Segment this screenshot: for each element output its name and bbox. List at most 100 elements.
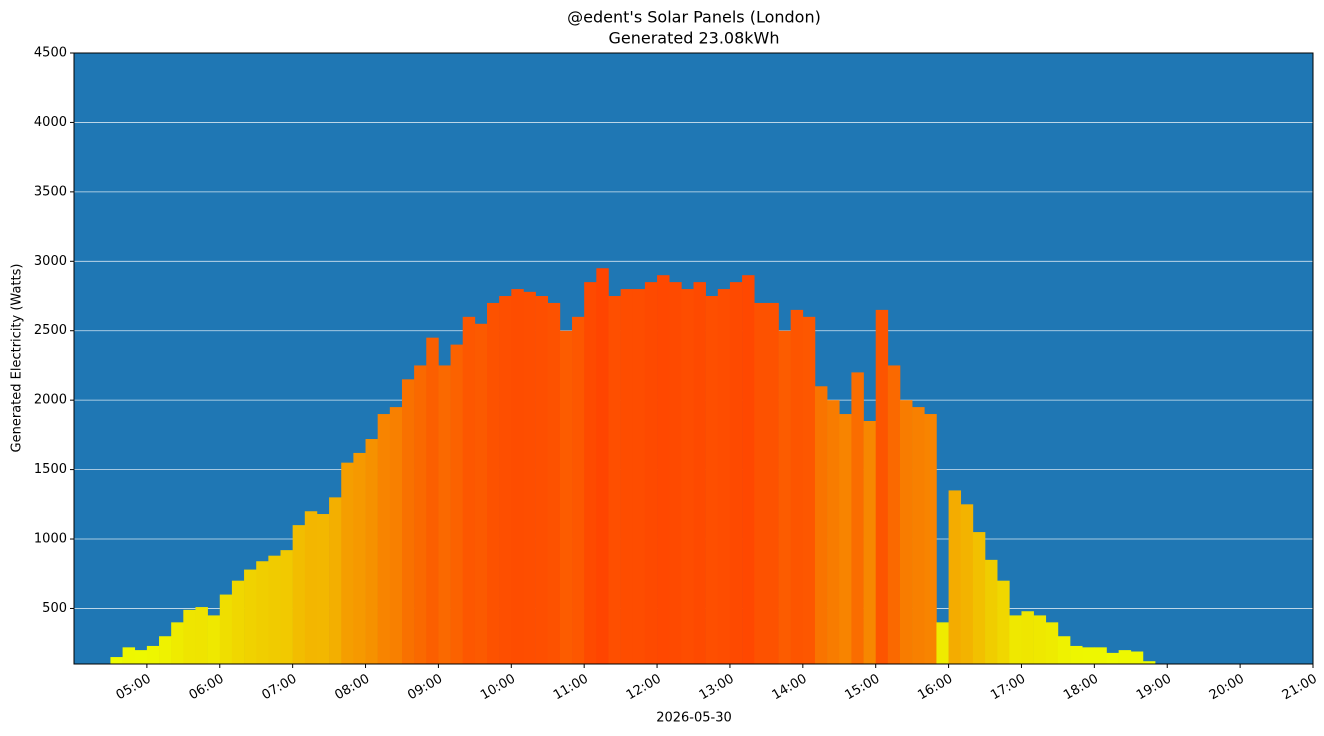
bar [900, 400, 913, 664]
x-tick-label: 21:00 [1280, 672, 1320, 704]
y-axis-label: Generated Electricity (Watts) [10, 264, 25, 453]
bar [863, 420, 877, 664]
bar [851, 372, 864, 664]
bar [487, 302, 500, 664]
bar [474, 323, 488, 664]
bar [1130, 651, 1144, 664]
bar [1045, 622, 1059, 664]
bar [887, 365, 901, 664]
bar [304, 511, 318, 664]
bar [620, 289, 634, 664]
bar [183, 609, 196, 664]
bar [742, 275, 755, 664]
bar [1021, 611, 1034, 664]
bar [839, 414, 852, 664]
bar [972, 532, 986, 664]
bar [268, 555, 281, 664]
bar [632, 289, 646, 664]
bar [414, 365, 427, 664]
bar [875, 309, 889, 664]
bar [1033, 615, 1047, 664]
bar [1142, 661, 1156, 664]
y-tick-label: 2500 [34, 323, 67, 338]
bar [1118, 650, 1132, 664]
x-tick-label: 16:00 [915, 672, 955, 704]
bar [729, 282, 743, 664]
bar [960, 504, 974, 664]
y-tick-label: 500 [42, 601, 67, 616]
bar [146, 645, 160, 664]
bar [766, 302, 779, 664]
bar [341, 462, 354, 664]
y-tick-label: 4500 [34, 46, 67, 61]
x-tick-label: 20:00 [1207, 672, 1247, 704]
bar [827, 400, 840, 664]
bar [669, 282, 682, 664]
bar [657, 275, 670, 664]
y-tick-label: 1000 [34, 532, 67, 547]
bar [450, 344, 464, 664]
bar [207, 615, 221, 664]
bar [912, 407, 925, 664]
x-tick-label: 10:00 [478, 672, 518, 704]
plot-frame [73, 52, 1314, 665]
bar [353, 452, 366, 664]
bar [195, 607, 208, 664]
bar [316, 514, 330, 664]
x-tick-label: 11:00 [551, 672, 591, 704]
y-tick-label: 1500 [34, 462, 67, 477]
y-tick-label: 2000 [34, 393, 67, 408]
x-tick-label: 18:00 [1061, 672, 1101, 704]
bar [584, 282, 597, 664]
bar [426, 337, 439, 664]
x-tick-label: 17:00 [988, 672, 1028, 704]
x-tick-label: 15:00 [843, 672, 883, 704]
bar [231, 580, 245, 664]
y-tick-label: 3500 [34, 184, 67, 199]
x-tick-label: 09:00 [405, 672, 445, 704]
bar [438, 365, 451, 664]
bar [256, 561, 269, 664]
bar [778, 330, 791, 664]
bar [985, 559, 998, 664]
bar [1106, 652, 1119, 664]
bar [802, 316, 816, 664]
x-axis-label: 2026-05-30 [656, 711, 732, 726]
bar [572, 316, 585, 664]
y-tick-label: 3000 [34, 254, 67, 269]
bar [1057, 636, 1071, 664]
bar [171, 622, 184, 664]
bar [693, 282, 706, 664]
bar [535, 296, 549, 664]
x-tick-label: 06:00 [187, 672, 227, 704]
bar [559, 330, 573, 664]
y-tick-label: 4000 [34, 115, 67, 130]
bar [1070, 645, 1083, 664]
bar [134, 650, 148, 664]
bar [244, 569, 257, 664]
bar [790, 309, 804, 664]
bar [924, 414, 937, 664]
bar [292, 525, 306, 664]
bar [1082, 647, 1095, 664]
x-tick-label: 19:00 [1134, 672, 1174, 704]
bar [644, 282, 658, 664]
bar [219, 594, 233, 664]
bar [705, 296, 719, 664]
bar [608, 296, 621, 664]
bar [389, 407, 403, 664]
bar [329, 497, 342, 664]
bar [377, 414, 391, 664]
bar [511, 289, 524, 664]
x-tick-label: 05:00 [114, 672, 154, 704]
bar [717, 289, 731, 664]
x-tick-label: 13:00 [697, 672, 737, 704]
bar [596, 268, 609, 664]
bar [936, 622, 949, 664]
x-tick-label: 07:00 [259, 672, 299, 704]
bar [547, 302, 561, 664]
bar [159, 636, 172, 664]
bar [110, 657, 123, 664]
